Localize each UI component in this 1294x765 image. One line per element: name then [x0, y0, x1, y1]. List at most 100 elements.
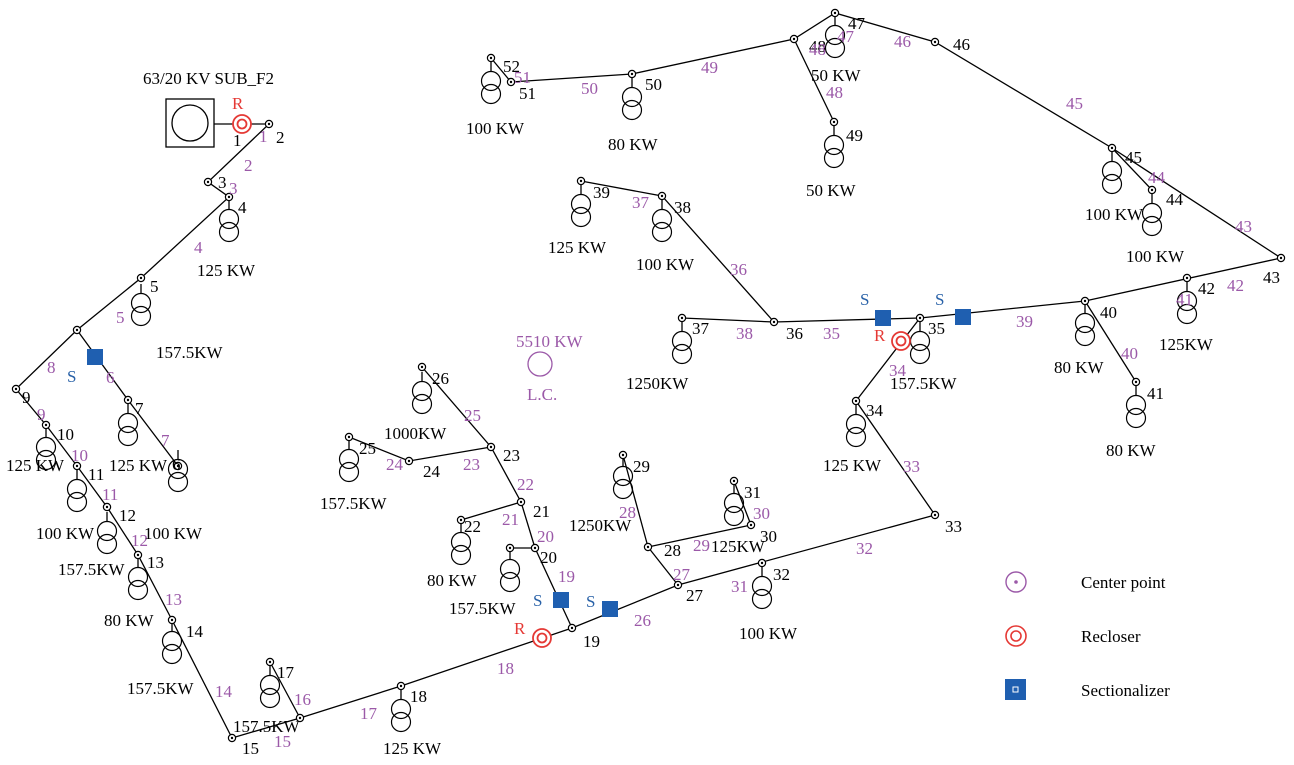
recloser-label: R — [514, 619, 526, 638]
transformers — [35, 16, 1198, 733]
bus-number: 36 — [786, 324, 803, 343]
bus-node — [746, 520, 756, 530]
bus-number: 33 — [945, 517, 962, 536]
legend-item-recloser: Recloser — [1005, 625, 1141, 647]
bus-labels: 1 234567910111213141517181920212223242526… — [22, 14, 1280, 758]
bus-number: 25 — [359, 439, 376, 458]
sectionalizer: S — [586, 592, 618, 617]
bus-number: 47 — [848, 14, 866, 33]
bus-number: 40 — [1100, 303, 1117, 322]
bus-number: 29 — [633, 457, 650, 476]
bus-number: 27 — [686, 586, 704, 605]
legend-item-sectionalizer: Sectionalizer — [1005, 679, 1170, 700]
segment-number: 2 — [244, 156, 253, 175]
segment-number: 26 — [634, 611, 651, 630]
bus-number: 50 — [645, 75, 662, 94]
recloser: R — [514, 619, 552, 648]
bus-node — [657, 191, 667, 201]
transformer-icon — [66, 470, 88, 513]
segment-number: 38 — [736, 324, 753, 343]
bus-node — [1147, 185, 1157, 195]
bus-number: 26 — [432, 369, 449, 388]
bus-node — [729, 476, 739, 486]
transformer-icon — [411, 372, 433, 415]
load-rating: 100 KW — [466, 119, 525, 138]
sectionalizer-icon — [955, 309, 971, 325]
load-rating: 125 KW — [548, 238, 607, 257]
segment-number: 8 — [47, 358, 56, 377]
legend-label: Sectionalizer — [1081, 681, 1170, 700]
segment-number: 50 — [581, 79, 598, 98]
bus-node — [203, 177, 213, 187]
segment-number: 51 — [514, 68, 531, 87]
segment-number: 3 — [229, 179, 238, 198]
transformer-icon — [1125, 386, 1147, 429]
bus-number: 21 — [533, 502, 550, 521]
transformer-icon — [1074, 304, 1096, 347]
sectionalizer-icon — [875, 310, 891, 326]
bus-node — [123, 395, 133, 405]
transformer-icon — [570, 185, 592, 228]
segment-number: 41 — [1176, 290, 1193, 309]
segment-number: 1 — [259, 127, 268, 146]
segment-number: 28 — [619, 503, 636, 522]
bus-number: 30 — [760, 527, 777, 546]
bus-node — [224, 192, 234, 202]
segment-number: 40 — [1121, 344, 1138, 363]
transformer-icon — [130, 284, 152, 327]
bus-node — [167, 615, 177, 625]
recloser-icon — [532, 628, 552, 648]
load-rating: 157.5KW — [127, 679, 195, 698]
segment-number: 30 — [753, 504, 770, 523]
sectionalizer-label: S — [935, 290, 944, 309]
bus-node — [830, 8, 840, 18]
bus-node — [295, 713, 305, 723]
transformer-icon — [723, 484, 745, 527]
bus-node — [136, 273, 146, 283]
load-rating: 157.5KW — [233, 717, 301, 736]
legend-label: Center point — [1081, 573, 1166, 592]
sectionalizer-label: S — [860, 290, 869, 309]
segment-number: 24 — [386, 455, 404, 474]
bus-number: 1 — [233, 131, 242, 150]
segment-number: 47 — [837, 27, 855, 46]
bus-number: 34 — [866, 401, 884, 420]
sectionalizer-icon — [87, 349, 103, 365]
legend-item-center-point: Center point — [1005, 571, 1166, 593]
sectionalizer-label: S — [67, 367, 76, 386]
load-rating: 157.5KW — [320, 494, 388, 513]
segment-number: 32 — [856, 539, 873, 558]
load-rating: 50 KW — [806, 181, 857, 200]
load-rating: 50 KW — [811, 66, 862, 85]
bus-node — [915, 313, 925, 323]
recloser: R — [874, 326, 911, 351]
bus-number: 44 — [1166, 190, 1184, 209]
bus-number: 6 — [172, 455, 181, 474]
bus-node — [11, 384, 21, 394]
bus-number: 41 — [1147, 384, 1164, 403]
bus-node — [757, 558, 767, 568]
bus-node — [930, 510, 940, 520]
bus-number: 31 — [744, 483, 761, 502]
bus-number: 23 — [503, 446, 520, 465]
bus-node — [173, 461, 183, 471]
sectionalizer: S — [935, 290, 971, 325]
bus-node — [417, 362, 427, 372]
transformer-icon — [621, 78, 643, 121]
segment-number: 34 — [889, 361, 907, 380]
transformer-icon — [1101, 152, 1123, 195]
bus-node — [627, 69, 637, 79]
load-rating: 100 KW — [1085, 205, 1144, 224]
segment-number: 15 — [274, 732, 291, 751]
bus-node — [404, 456, 414, 466]
load-rating: 125KW — [1159, 335, 1214, 354]
total-load-value: 5510 KW — [516, 332, 584, 351]
bus-node — [227, 733, 237, 743]
load-rating: 80 KW — [1106, 441, 1157, 460]
sectionalizer: S — [533, 591, 569, 610]
bus-number: 5 — [150, 277, 159, 296]
segment-number: 14 — [215, 682, 233, 701]
segment-number: 22 — [517, 475, 534, 494]
segment-number: 42 — [1227, 276, 1244, 295]
